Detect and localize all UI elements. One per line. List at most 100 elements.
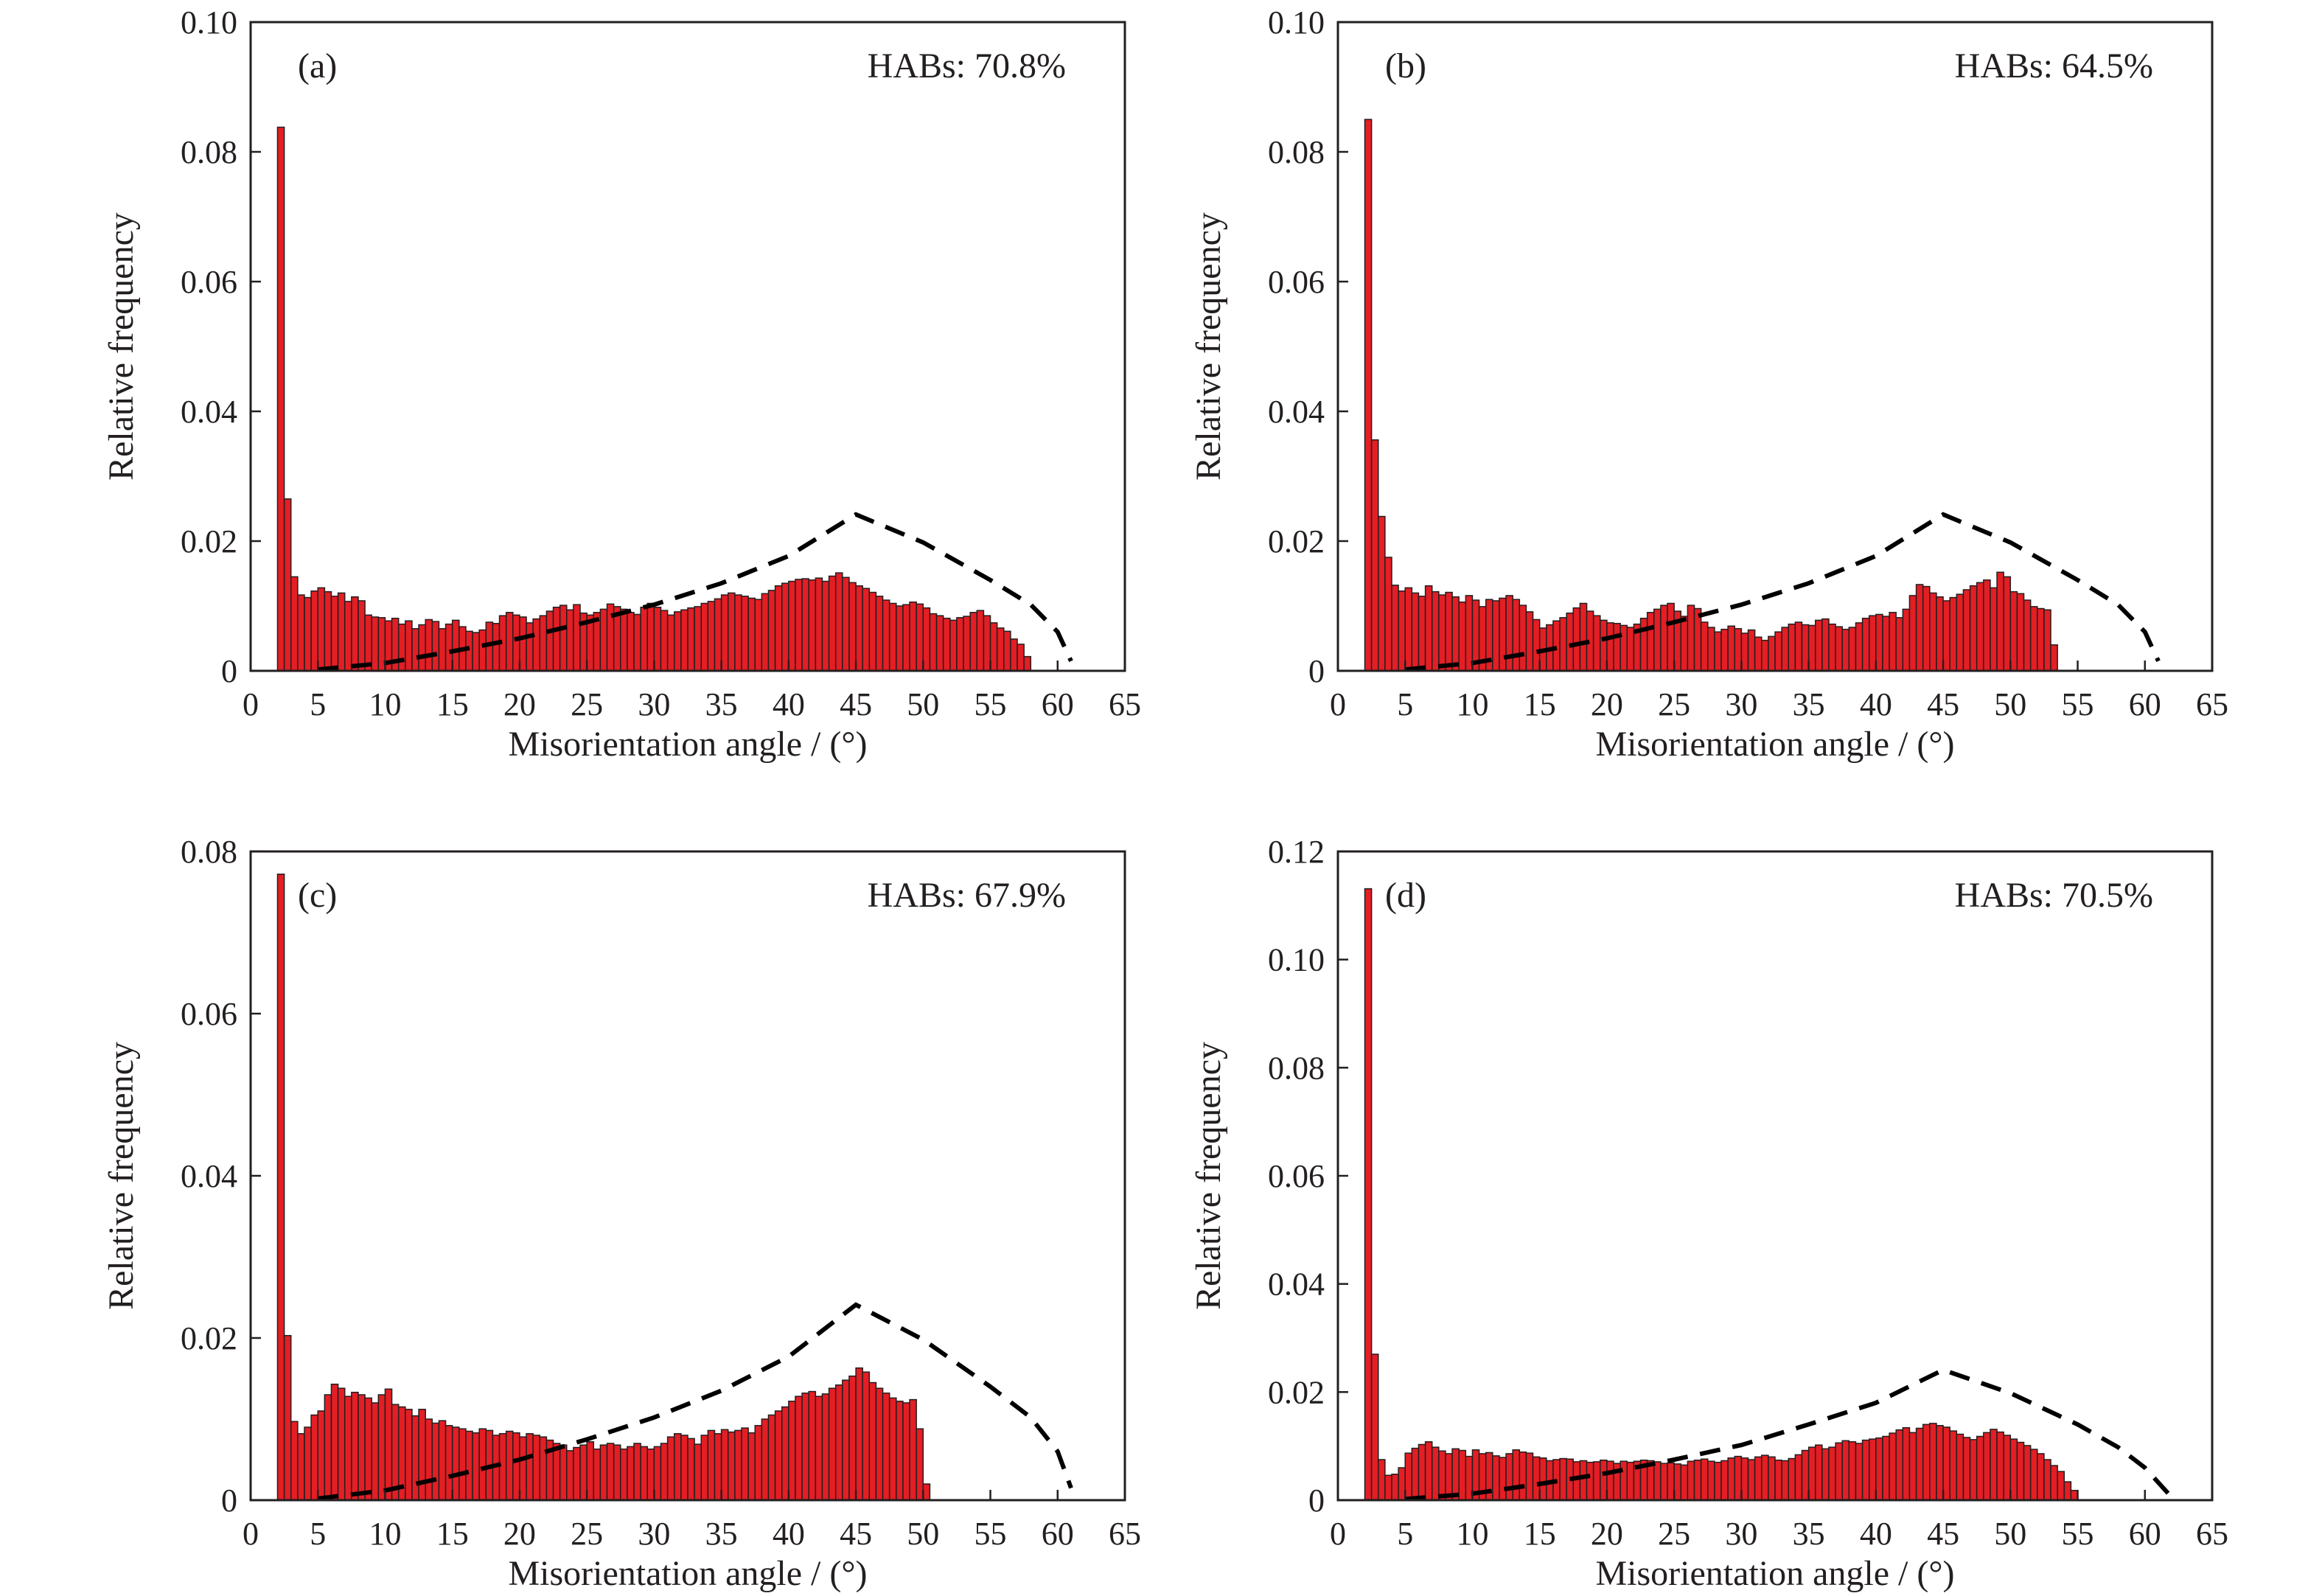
histogram-bar xyxy=(425,618,433,672)
histogram-bar xyxy=(1512,1449,1521,1501)
histogram-bar xyxy=(1639,617,1648,672)
histogram-bar xyxy=(539,1436,548,1501)
histogram-bar xyxy=(1734,628,1743,672)
histogram-bar xyxy=(1003,630,1011,672)
histogram-bar xyxy=(1740,633,1749,672)
histogram-bar xyxy=(1458,1449,1467,1501)
histogram-bar xyxy=(1687,604,1695,672)
histogram-bar xyxy=(916,1428,924,1501)
x-tick-label: 50 xyxy=(1994,686,2026,722)
histogram-bar xyxy=(351,1391,359,1501)
habs-annotation: HABs: 70.5% xyxy=(1955,876,2153,915)
histogram-bar xyxy=(1566,612,1575,672)
histogram-bar xyxy=(1653,1461,1662,1501)
x-tick-label: 65 xyxy=(2196,686,2228,722)
histogram-bar xyxy=(1559,1457,1567,1501)
histogram-bar xyxy=(519,616,527,672)
histogram-bar xyxy=(1996,1431,2004,1501)
histogram-bar xyxy=(1754,1456,1763,1501)
histogram-bar xyxy=(310,1414,318,1501)
panel-label: (c) xyxy=(298,876,337,915)
histogram-bar xyxy=(2037,607,2045,672)
histogram-bar xyxy=(599,608,608,672)
x-tick-label: 60 xyxy=(1042,686,1074,722)
axis-ticks: 0 5 10 15 20 25 30 35 40 45 50 55 60 65 0 0.02 0.04 0.06 0… xyxy=(1268,4,2228,722)
x-tick-label: 25 xyxy=(571,1516,603,1552)
histogram-bar xyxy=(519,1436,527,1501)
histogram-bar xyxy=(2043,1459,2051,1501)
histogram-bar xyxy=(1747,1459,1756,1501)
histogram-bar xyxy=(371,616,380,672)
y-tick-label: 0 xyxy=(221,653,237,689)
histogram-bar xyxy=(714,1433,722,1501)
histogram-bar xyxy=(1976,582,1984,672)
histogram-bar xyxy=(868,591,877,672)
histogram-bar xyxy=(1714,631,1722,672)
histogram-bar xyxy=(276,126,285,672)
histogram-bar xyxy=(1512,599,1521,672)
histogram-bar xyxy=(526,1433,534,1501)
histogram-bar xyxy=(324,590,332,672)
histogram-bar xyxy=(351,596,359,672)
histogram-bar xyxy=(1962,1437,1971,1501)
histogram-bar xyxy=(640,607,649,672)
mackenzie-curve xyxy=(317,512,1073,672)
histogram-bar xyxy=(1720,1460,1729,1501)
histogram-bar xyxy=(465,1430,473,1501)
y-tick-label: 0.10 xyxy=(181,4,237,41)
y-tick-label: 0.06 xyxy=(1268,1158,1325,1194)
histogram-bar xyxy=(532,1435,541,1501)
histogram-bar xyxy=(1983,579,1991,672)
histogram-bar xyxy=(1882,1435,1890,1501)
histogram-bar xyxy=(620,1448,628,1501)
x-tick-label: 35 xyxy=(705,1516,738,1552)
histogram-bar xyxy=(1855,1443,1863,1501)
histogram-bar xyxy=(1505,1453,1513,1501)
histogram-bar xyxy=(633,1443,641,1501)
histogram-bars xyxy=(276,874,931,1501)
histogram-bar xyxy=(512,1432,520,1501)
histogram-bar xyxy=(465,630,473,672)
histogram-bar xyxy=(983,615,991,672)
histogram-bar xyxy=(1990,1429,1998,1501)
histogram-bar xyxy=(1579,602,1588,672)
histogram-bar xyxy=(1620,1460,1628,1501)
histogram-bar xyxy=(1868,1438,1877,1501)
histogram-bar xyxy=(815,1395,823,1501)
histogram-bar xyxy=(1525,611,1534,672)
histogram-bar xyxy=(324,1394,332,1501)
histogram-bar xyxy=(620,608,628,672)
histogram-bar xyxy=(1370,1353,1379,1501)
x-tick-label: 5 xyxy=(1397,1516,1413,1552)
histogram-bar xyxy=(976,610,985,672)
panel-b: 0 5 10 15 20 25 30 35 40 45 50 55 60 65 0 0.02 0.04 0.06 0… xyxy=(1189,4,2228,764)
histogram-bar xyxy=(1586,1461,1594,1501)
histogram-bar xyxy=(599,1444,608,1501)
histogram-bar xyxy=(1418,1443,1426,1501)
histogram-bar xyxy=(1855,622,1863,672)
histogram-bar xyxy=(1505,595,1513,672)
histogram-bar xyxy=(1936,596,1944,672)
histogram-bar xyxy=(1922,1423,1931,1501)
histogram-bar xyxy=(1942,600,1950,672)
histogram-bar xyxy=(1424,1441,1433,1501)
histogram-bar xyxy=(727,1431,736,1501)
histogram-bar xyxy=(1727,1457,1736,1501)
histogram-bar xyxy=(1700,621,1709,672)
histogram-bar xyxy=(1814,619,1823,672)
histogram-bar xyxy=(1424,585,1433,672)
histogram-bar xyxy=(1653,608,1662,672)
y-tick-label: 0.02 xyxy=(181,523,237,560)
y-tick-label: 0.04 xyxy=(181,394,237,430)
histogram-bar xyxy=(444,1425,453,1501)
histogram-bar xyxy=(747,597,756,672)
x-tick-label: 55 xyxy=(2062,1516,2094,1552)
histogram-bar xyxy=(1848,627,1857,672)
x-tick-label: 45 xyxy=(840,1516,872,1552)
histogram-bar xyxy=(896,1401,904,1501)
histogram-bar xyxy=(337,592,346,672)
histogram-bar xyxy=(1660,1463,1668,1501)
panel-label: (d) xyxy=(1385,876,1426,915)
histogram-bar xyxy=(801,1393,809,1501)
x-tick-label: 0 xyxy=(1330,1516,1346,1552)
